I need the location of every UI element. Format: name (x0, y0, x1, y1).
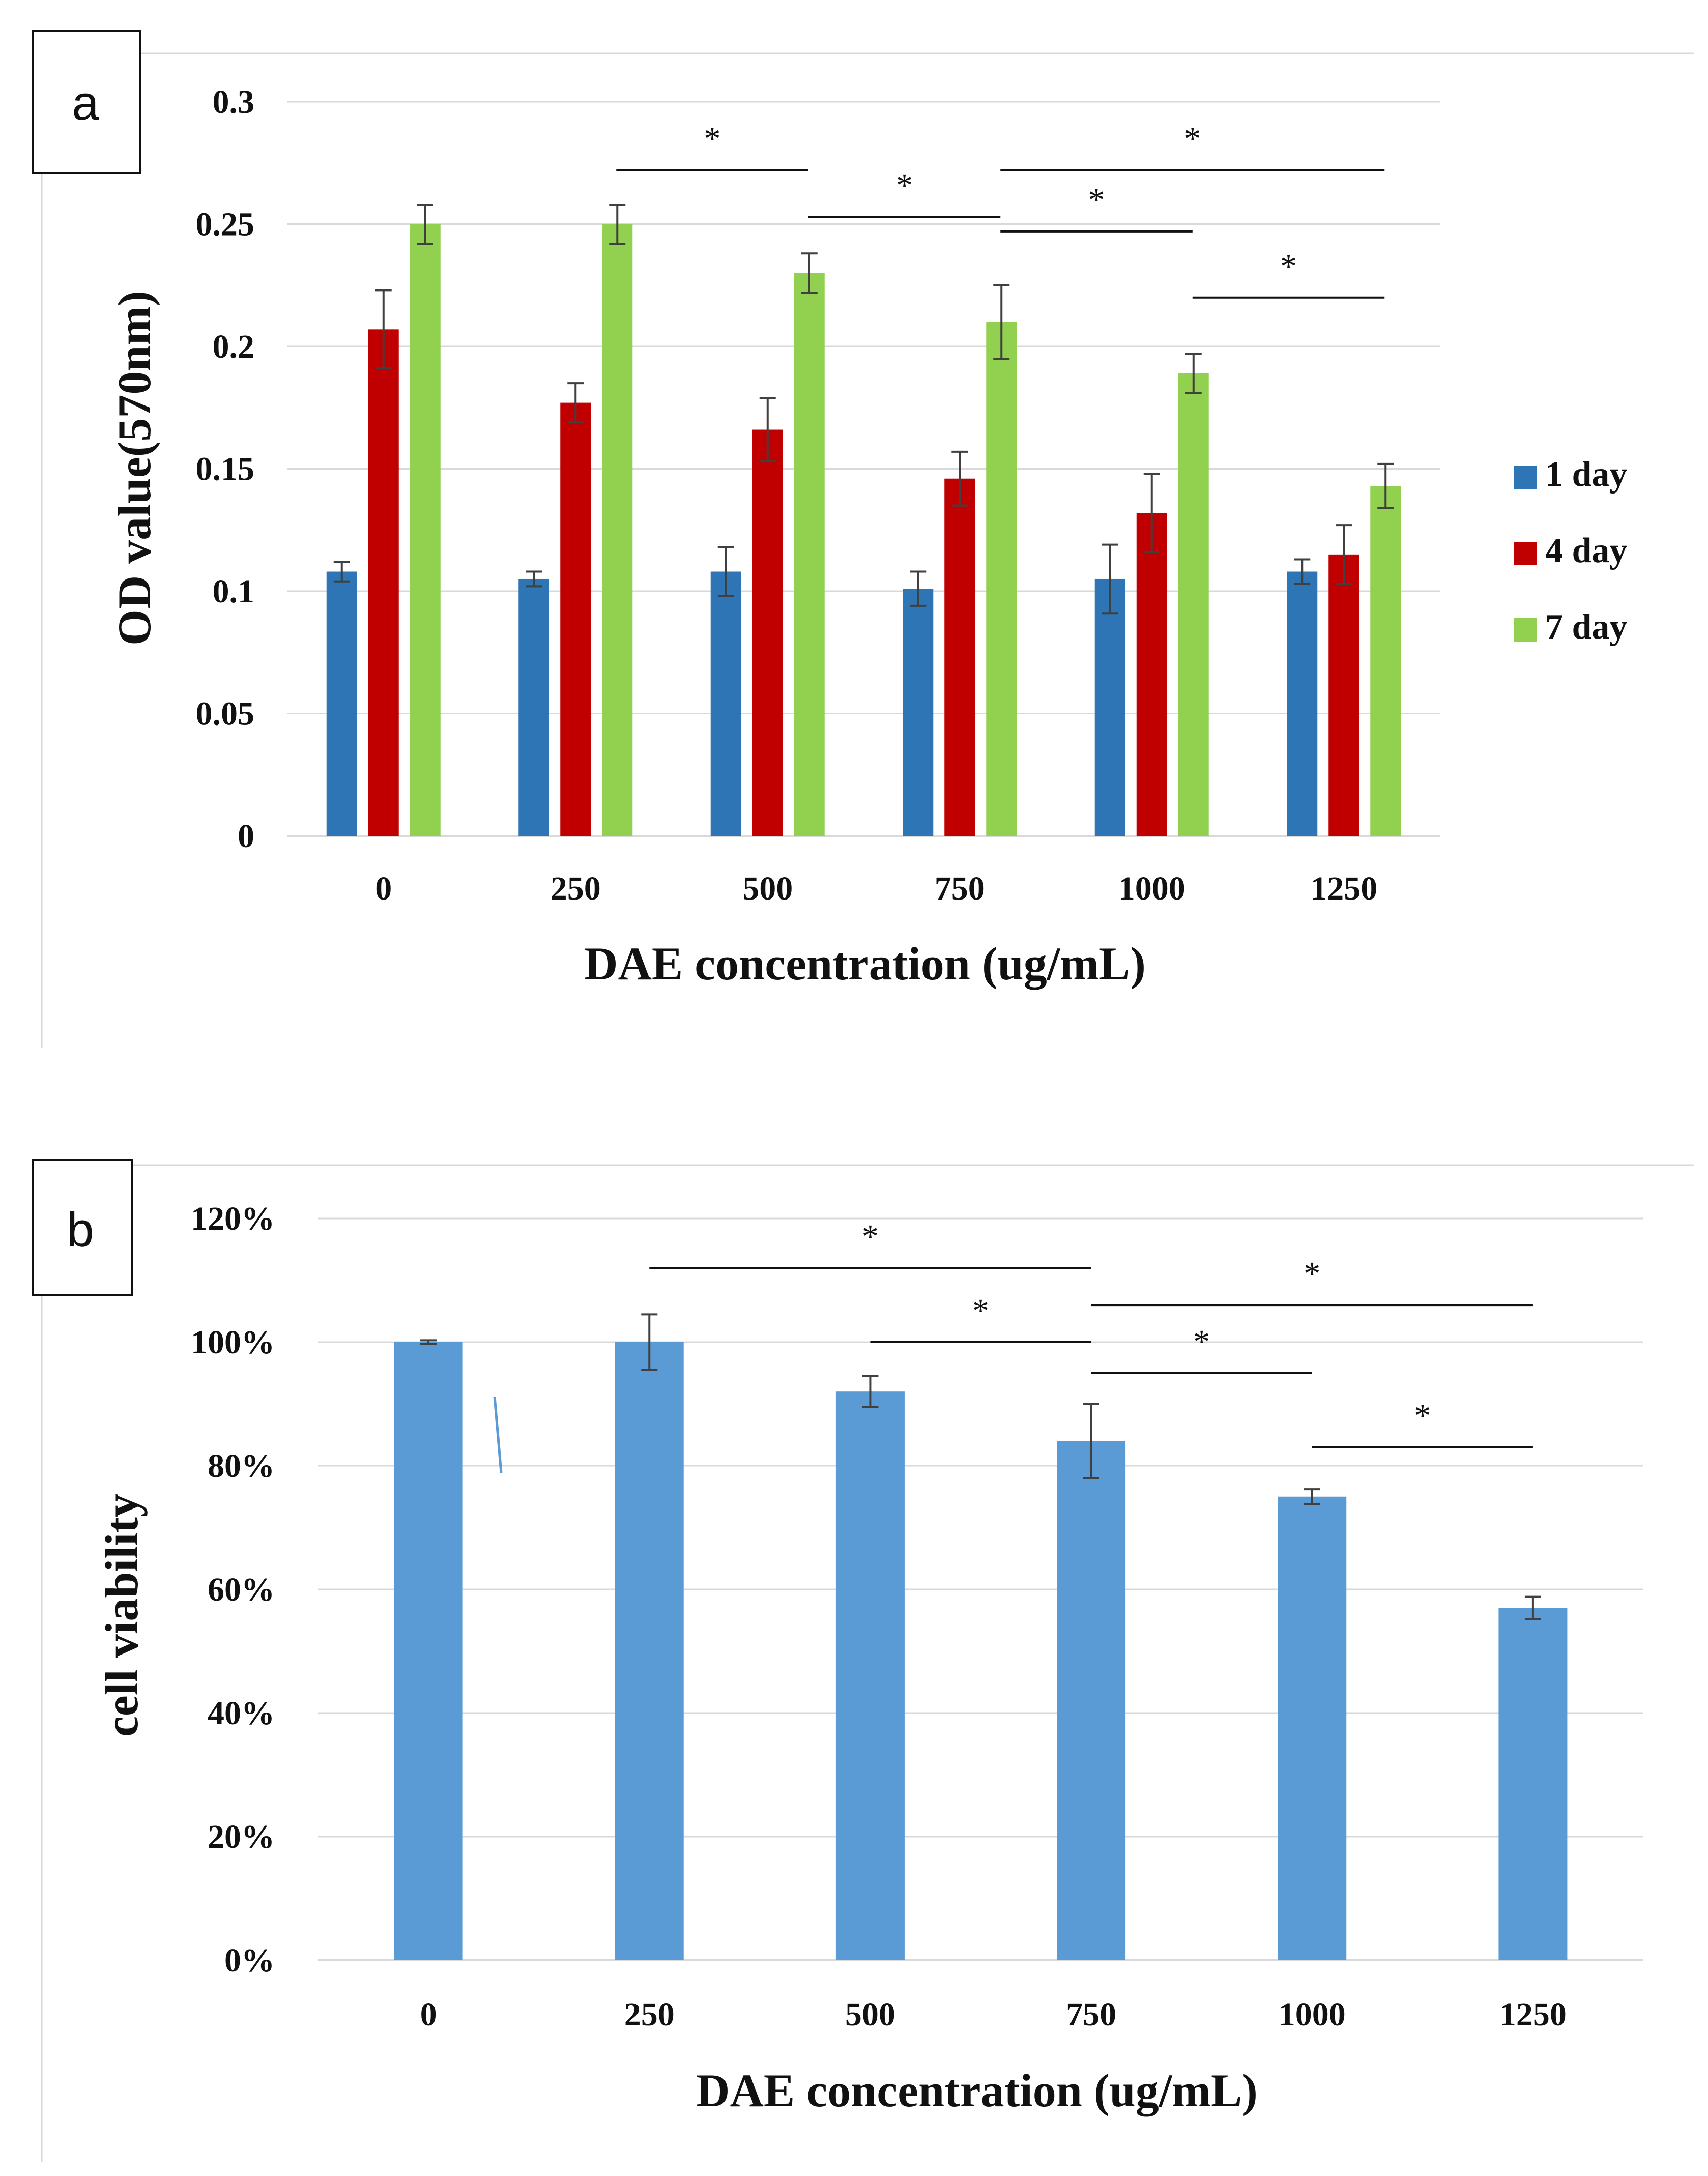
y-tick-label: 100% (191, 1324, 275, 1361)
bar-7-day-0 (410, 224, 441, 836)
bar-7-day-1250 (1370, 486, 1401, 836)
y-tick-label: 80% (208, 1447, 275, 1485)
bar-1-day-750 (903, 589, 934, 836)
bar-4-day-750 (944, 478, 975, 836)
y-tick-label: 20% (208, 1818, 275, 1855)
y-tick-label: 0.3 (213, 83, 255, 121)
x-tick-label: 0 (420, 1996, 437, 2033)
bar-7-day-1000 (1178, 373, 1209, 836)
y-tick-label: 0.15 (196, 451, 255, 488)
panel-a-y-ticks: 0 0.05 0.1 0.15 0.2 0.25 0.3 (196, 83, 255, 855)
y-tick-label: 40% (208, 1695, 275, 1732)
x-tick-label: 0 (375, 870, 392, 907)
panel-a-label-box (32, 30, 141, 174)
legend-swatch (1514, 618, 1537, 642)
y-tick-label: 0.05 (196, 695, 255, 733)
x-tick-label: 500 (845, 1996, 895, 2033)
panel-b-x-axis-title: DAE concentration (ug/mL) (696, 2065, 1258, 2116)
bar-4-day-0 (368, 329, 399, 836)
bar-7-day-750 (986, 322, 1017, 836)
significance-star: * (896, 167, 913, 204)
bar-4-day-250 (560, 402, 591, 836)
bar-4-day-1000 (1136, 513, 1167, 836)
significance-star: * (1280, 248, 1297, 285)
bar-cell-viability-250 (615, 1342, 684, 1960)
panel-b-gridlines (318, 1217, 1643, 1961)
legend-label: 7 day (1545, 607, 1627, 647)
panel-a-legend: 1 day 4 day 7 day (1514, 455, 1627, 647)
bar-1-day-1000 (1094, 578, 1125, 836)
x-tick-label: 1000 (1279, 1996, 1346, 2033)
panel-a: a 0 0.05 0.1 0.15 0.2 0.25 0.3 0 250 500 750 1000 1… (32, 30, 1694, 1048)
stray-pen-mark (493, 1396, 503, 1473)
significance-star: * (1088, 182, 1105, 219)
panel-a-bars (326, 204, 1401, 836)
x-tick-label: 500 (742, 870, 793, 907)
x-tick-label: 1250 (1310, 870, 1377, 907)
bar-cell-viability-500 (835, 1391, 905, 1960)
panel-b-y-axis-title: cell viability (96, 1494, 148, 1737)
bar-4-day-500 (752, 429, 783, 836)
panel-b-y-ticks: 0% 20% 40% 60% 80% 100% 120% (191, 1200, 275, 1979)
panel-a-x-axis-title: DAE concentration (ug/mL) (584, 938, 1146, 990)
significance-star: * (704, 121, 721, 158)
x-tick-label: 750 (935, 870, 985, 907)
x-tick-label: 1250 (1499, 1996, 1567, 2033)
bar-cell-viability-1250 (1498, 1608, 1568, 1960)
y-tick-label: 0.2 (213, 328, 255, 365)
significance-star: * (972, 1292, 989, 1329)
legend-swatch (1514, 466, 1537, 489)
significance-star: * (1304, 1255, 1320, 1292)
panel-a-y-axis-title: OD value(570nm) (108, 291, 160, 646)
x-tick-label: 250 (551, 870, 601, 907)
bar-1-day-1250 (1287, 571, 1318, 836)
panel-b-label-box (32, 1159, 133, 1296)
bar-1-day-250 (518, 578, 549, 836)
legend-swatch (1514, 542, 1537, 565)
panel-a-gridlines (287, 101, 1440, 837)
legend-label: 4 day (1545, 531, 1627, 570)
panel-b-x-ticks: 0 250 500 750 1000 1250 (420, 1996, 1567, 2033)
bar-cell-viability-1000 (1278, 1496, 1347, 1960)
y-tick-label: 0% (224, 1942, 275, 1979)
panel-a-significance: * * * * * (616, 121, 1385, 299)
panel-b-significance: * * * * * (649, 1218, 1533, 1448)
significance-star: * (1414, 1398, 1431, 1435)
x-tick-label: 750 (1066, 1996, 1116, 2033)
significance-star: * (862, 1218, 879, 1255)
significance-star: * (1184, 121, 1201, 158)
y-tick-label: 120% (191, 1200, 275, 1237)
panel-b: b 0% 20% 40% 60% 80% 100% 120% 0 250 500 750 1000 1… (32, 1159, 1694, 2162)
y-tick-label: 0 (238, 818, 254, 855)
bar-cell-viability-0 (394, 1342, 463, 1960)
y-tick-label: 0.25 (196, 206, 255, 243)
y-tick-label: 0.1 (213, 573, 255, 610)
x-tick-label: 250 (624, 1996, 675, 2033)
bar-4-day-1250 (1328, 554, 1359, 836)
y-tick-label: 60% (208, 1571, 275, 1608)
x-tick-label: 1000 (1118, 870, 1185, 907)
bar-1-day-0 (326, 571, 357, 836)
significance-star: * (1193, 1323, 1210, 1360)
panel-a-x-ticks: 0 250 500 750 1000 1250 (375, 870, 1377, 907)
bar-7-day-500 (794, 273, 825, 836)
bar-1-day-500 (710, 571, 741, 836)
panel-b-label: b (67, 1203, 94, 1257)
panel-b-bars (394, 1313, 1568, 1960)
bar-7-day-250 (602, 224, 633, 836)
bar-cell-viability-750 (1057, 1441, 1126, 1960)
legend-label: 1 day (1545, 455, 1627, 494)
panel-a-label: a (72, 76, 99, 130)
